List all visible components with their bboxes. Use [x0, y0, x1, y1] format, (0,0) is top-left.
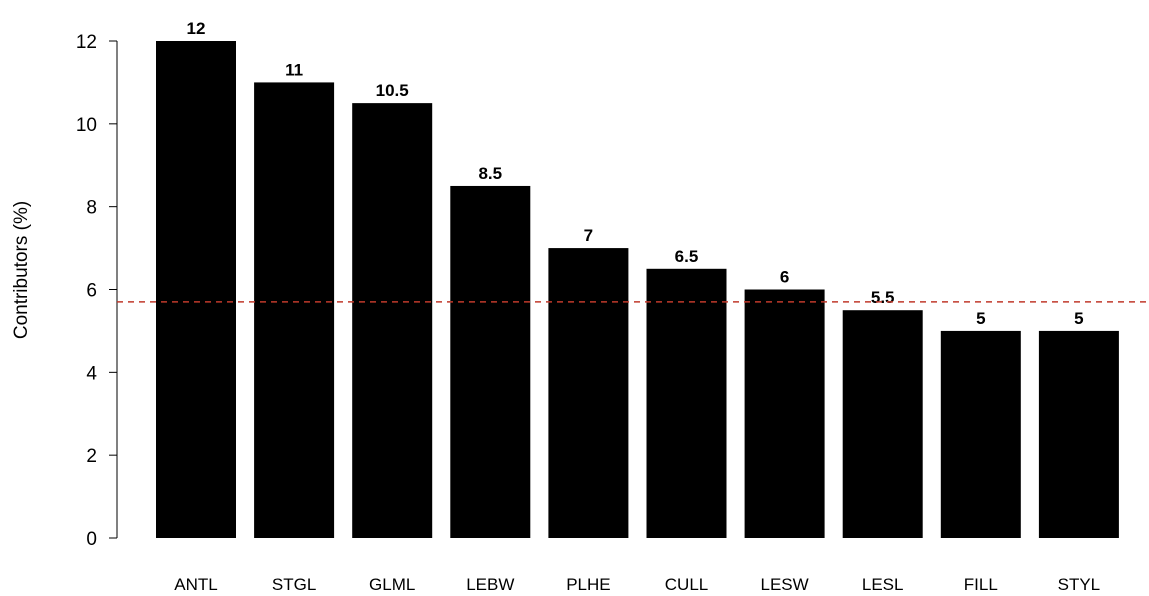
- y-axis: 0 2 4 6 8 10 12: [76, 32, 118, 550]
- bar-value-label: 5: [976, 309, 985, 328]
- y-tick-label: 12: [76, 32, 97, 53]
- x-category-label: PLHE: [566, 575, 610, 594]
- bar-value-label: 12: [187, 19, 206, 38]
- bar: [646, 268, 727, 538]
- x-category-label: STYL: [1058, 575, 1101, 594]
- y-tick-label: 8: [86, 198, 97, 219]
- x-category-label: FILL: [964, 575, 998, 594]
- x-category-label: LEBW: [466, 575, 514, 594]
- bar: [1038, 330, 1119, 538]
- x-category-label: LESW: [761, 575, 809, 594]
- y-tick-label: 6: [86, 281, 97, 302]
- y-tick-label: 2: [86, 446, 97, 467]
- x-category-label: CULL: [665, 575, 708, 594]
- bar-value-label: 7: [584, 226, 593, 245]
- y-tick-label: 0: [86, 529, 97, 550]
- bar: [156, 41, 236, 538]
- bar-value-label: 11: [285, 60, 303, 79]
- y-axis-title: Contributors (%): [11, 201, 32, 339]
- x-category-label: STGL: [272, 575, 316, 594]
- y-tick-label: 10: [76, 115, 97, 136]
- bar-value-label: 6: [780, 268, 789, 287]
- bar-value-label: 5.5: [871, 288, 895, 307]
- bar-value-label: 8.5: [478, 164, 502, 183]
- x-category-label: GLML: [369, 575, 415, 594]
- bar: [842, 310, 923, 538]
- x-category-label: ANTL: [174, 575, 217, 594]
- bars-group: [156, 41, 1119, 539]
- bar: [940, 330, 1021, 538]
- bar-value-label: 6.5: [675, 247, 699, 266]
- bar: [548, 248, 629, 539]
- bar: [744, 289, 825, 538]
- x-labels-group: ANTL STGL GLML LEBW PLHE CULL LESW LESL FILL STYL: [174, 575, 1100, 594]
- bar-value-label: 5: [1074, 309, 1083, 328]
- x-category-label: LESL: [862, 575, 904, 594]
- bar-value-label: 10.5: [376, 81, 409, 100]
- bar: [450, 185, 531, 539]
- bar: [254, 82, 335, 539]
- y-tick-label: 4: [86, 363, 97, 384]
- bar: [352, 103, 433, 538]
